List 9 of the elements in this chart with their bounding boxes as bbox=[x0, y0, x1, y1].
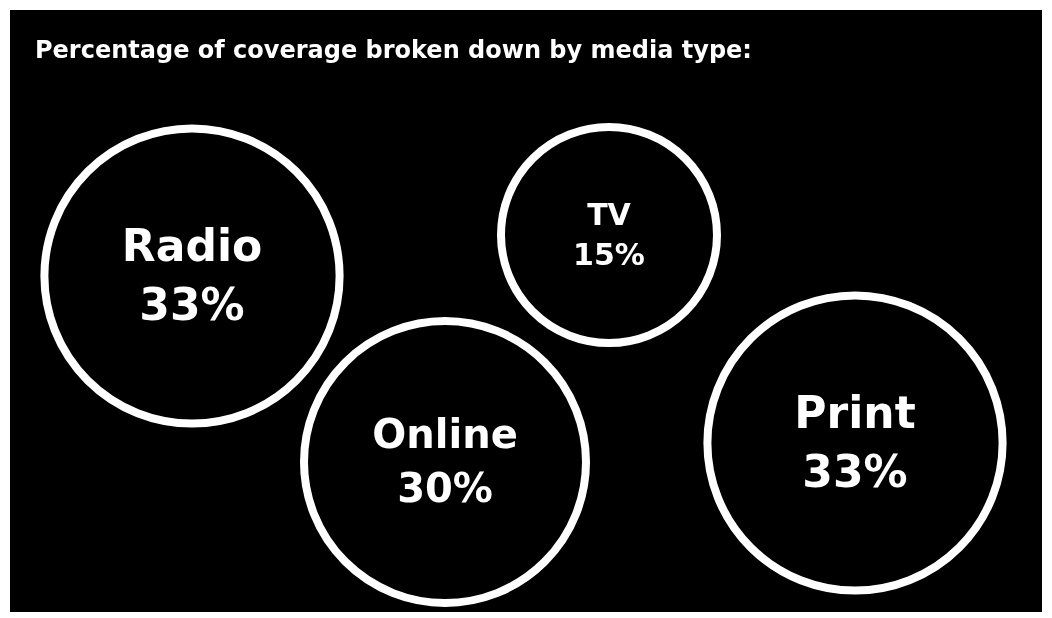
data-label: 33% bbox=[802, 446, 908, 498]
data-label: 30% bbox=[397, 465, 493, 512]
category-label: Online bbox=[372, 411, 518, 458]
category-label: Print bbox=[794, 387, 916, 439]
category-label: TV bbox=[587, 196, 632, 232]
text: Percentage of coverage broken down by media type: bbox=[35, 36, 752, 65]
category-label: Radio bbox=[121, 220, 263, 272]
data-label: 15% bbox=[573, 237, 645, 273]
data-label: 33% bbox=[139, 279, 245, 331]
